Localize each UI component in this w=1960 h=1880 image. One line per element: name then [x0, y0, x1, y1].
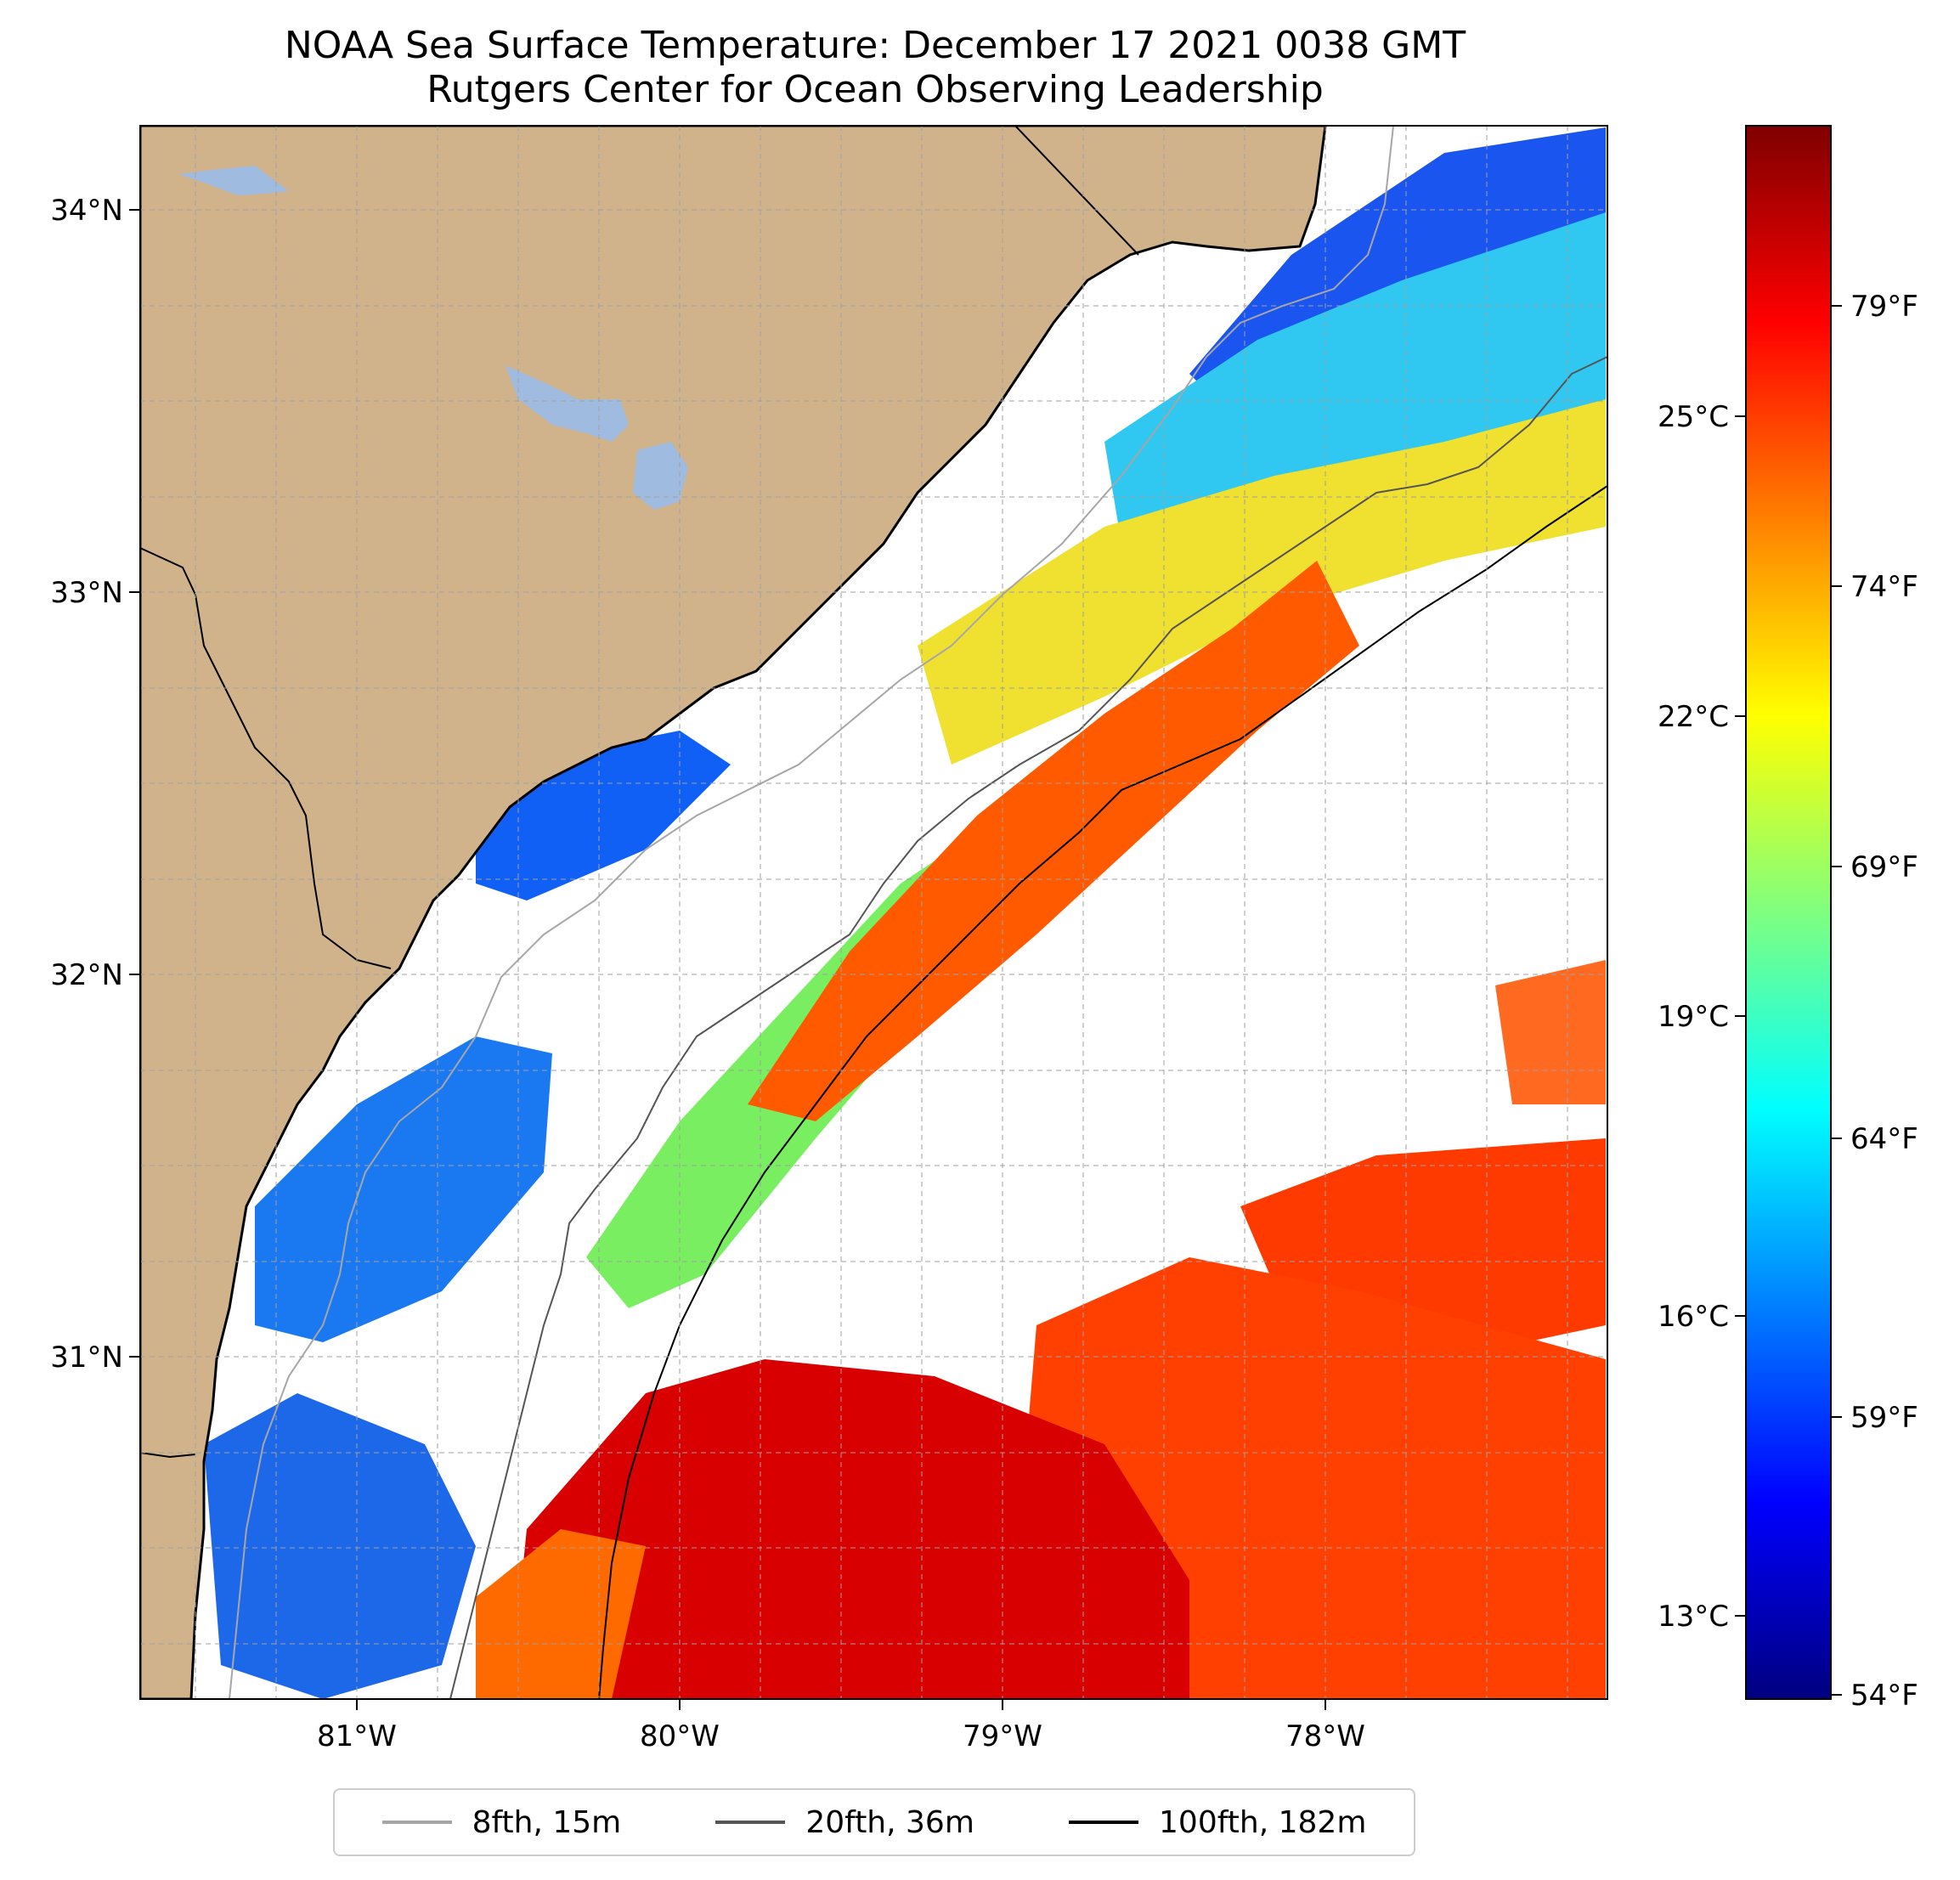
map-title: NOAA Sea Surface Temperature: December 1… [284, 24, 1466, 67]
sst-warm-band-north [918, 399, 1606, 765]
sst-east-warm-patch [1495, 960, 1606, 1104]
colorbar-f-label-64: 64°F [1850, 1122, 1918, 1156]
legend-item-100fth: 100fth, 182m [1069, 1805, 1366, 1840]
lat-tick-label-33n: 33°N [50, 576, 123, 610]
lon-tick-label-78w: 78°W [1285, 1719, 1365, 1753]
state-border-ga-fl [140, 1452, 196, 1459]
legend-line-100fth [1069, 1821, 1139, 1824]
legend-line-20fth [715, 1821, 786, 1824]
map-frame [139, 125, 1608, 1700]
state-border-nc-sc [1014, 126, 1139, 256]
lake-marion [506, 365, 629, 442]
map-subtitle: Rutgers Center for Ocean Observing Leade… [426, 68, 1324, 111]
legend-item-8fth: 8fth, 15m [381, 1804, 622, 1840]
legend-label-20fth: 20fth, 36m [805, 1804, 974, 1840]
isobath-20fth [449, 356, 1607, 1699]
colorbar-c-label-19: 19°C [1658, 1000, 1729, 1034]
lat-tick-label-31n: 31°N [50, 1341, 123, 1375]
sst-coastal-cold-south [255, 1036, 552, 1342]
colorbar-f-label-69: 69°F [1850, 850, 1918, 884]
lon-tick-label-81w: 81°W [317, 1719, 397, 1753]
lat-tick-label-32n: 32°N [50, 958, 123, 992]
lon-tick-label-80w: 80°W [640, 1719, 720, 1753]
colorbar-f-label-74: 74°F [1850, 570, 1918, 604]
lake-moultrie [633, 442, 688, 510]
colorbar-f-label-79: 79°F [1850, 290, 1918, 324]
colorbar-f-label-59: 59°F [1850, 1401, 1918, 1435]
map-area [140, 126, 1607, 1699]
colorbar-f-label-54: 54°F [1850, 1679, 1918, 1713]
legend-label-100fth: 100fth, 182m [1159, 1804, 1367, 1840]
isobath-100fth [598, 485, 1607, 1699]
colorbar-c-label-16: 16°C [1658, 1300, 1729, 1334]
lake-north [178, 166, 289, 195]
isobath-legend: 8fth, 15m 20fth, 36m 100fth, 182m [333, 1788, 1415, 1856]
sst-coastal-cold-far-south [204, 1393, 476, 1699]
isobath-8fth [229, 126, 1394, 1699]
sst-gulf-stream-core [748, 561, 1359, 1121]
map-gridlines [140, 126, 1607, 1699]
colorbar-ticks [1735, 305, 1842, 1696]
state-border-sc-ga [140, 547, 392, 969]
lat-tick-label-34n: 34°N [50, 194, 123, 228]
legend-item-20fth: 20fth, 36m [715, 1805, 974, 1840]
colorbar-c-label-22: 22°C [1658, 700, 1729, 734]
colorbar [1745, 125, 1832, 1700]
colorbar-c-label-13: 13°C [1658, 1600, 1729, 1634]
map-tick-marks [129, 209, 1326, 1710]
legend-line-8fth [381, 1821, 452, 1824]
colorbar-c-label-25: 25°C [1658, 400, 1729, 434]
legend-label-8fth: 8fth, 15m [472, 1804, 622, 1840]
lon-tick-label-79w: 79°W [963, 1719, 1042, 1753]
land-mass [140, 126, 1327, 1699]
